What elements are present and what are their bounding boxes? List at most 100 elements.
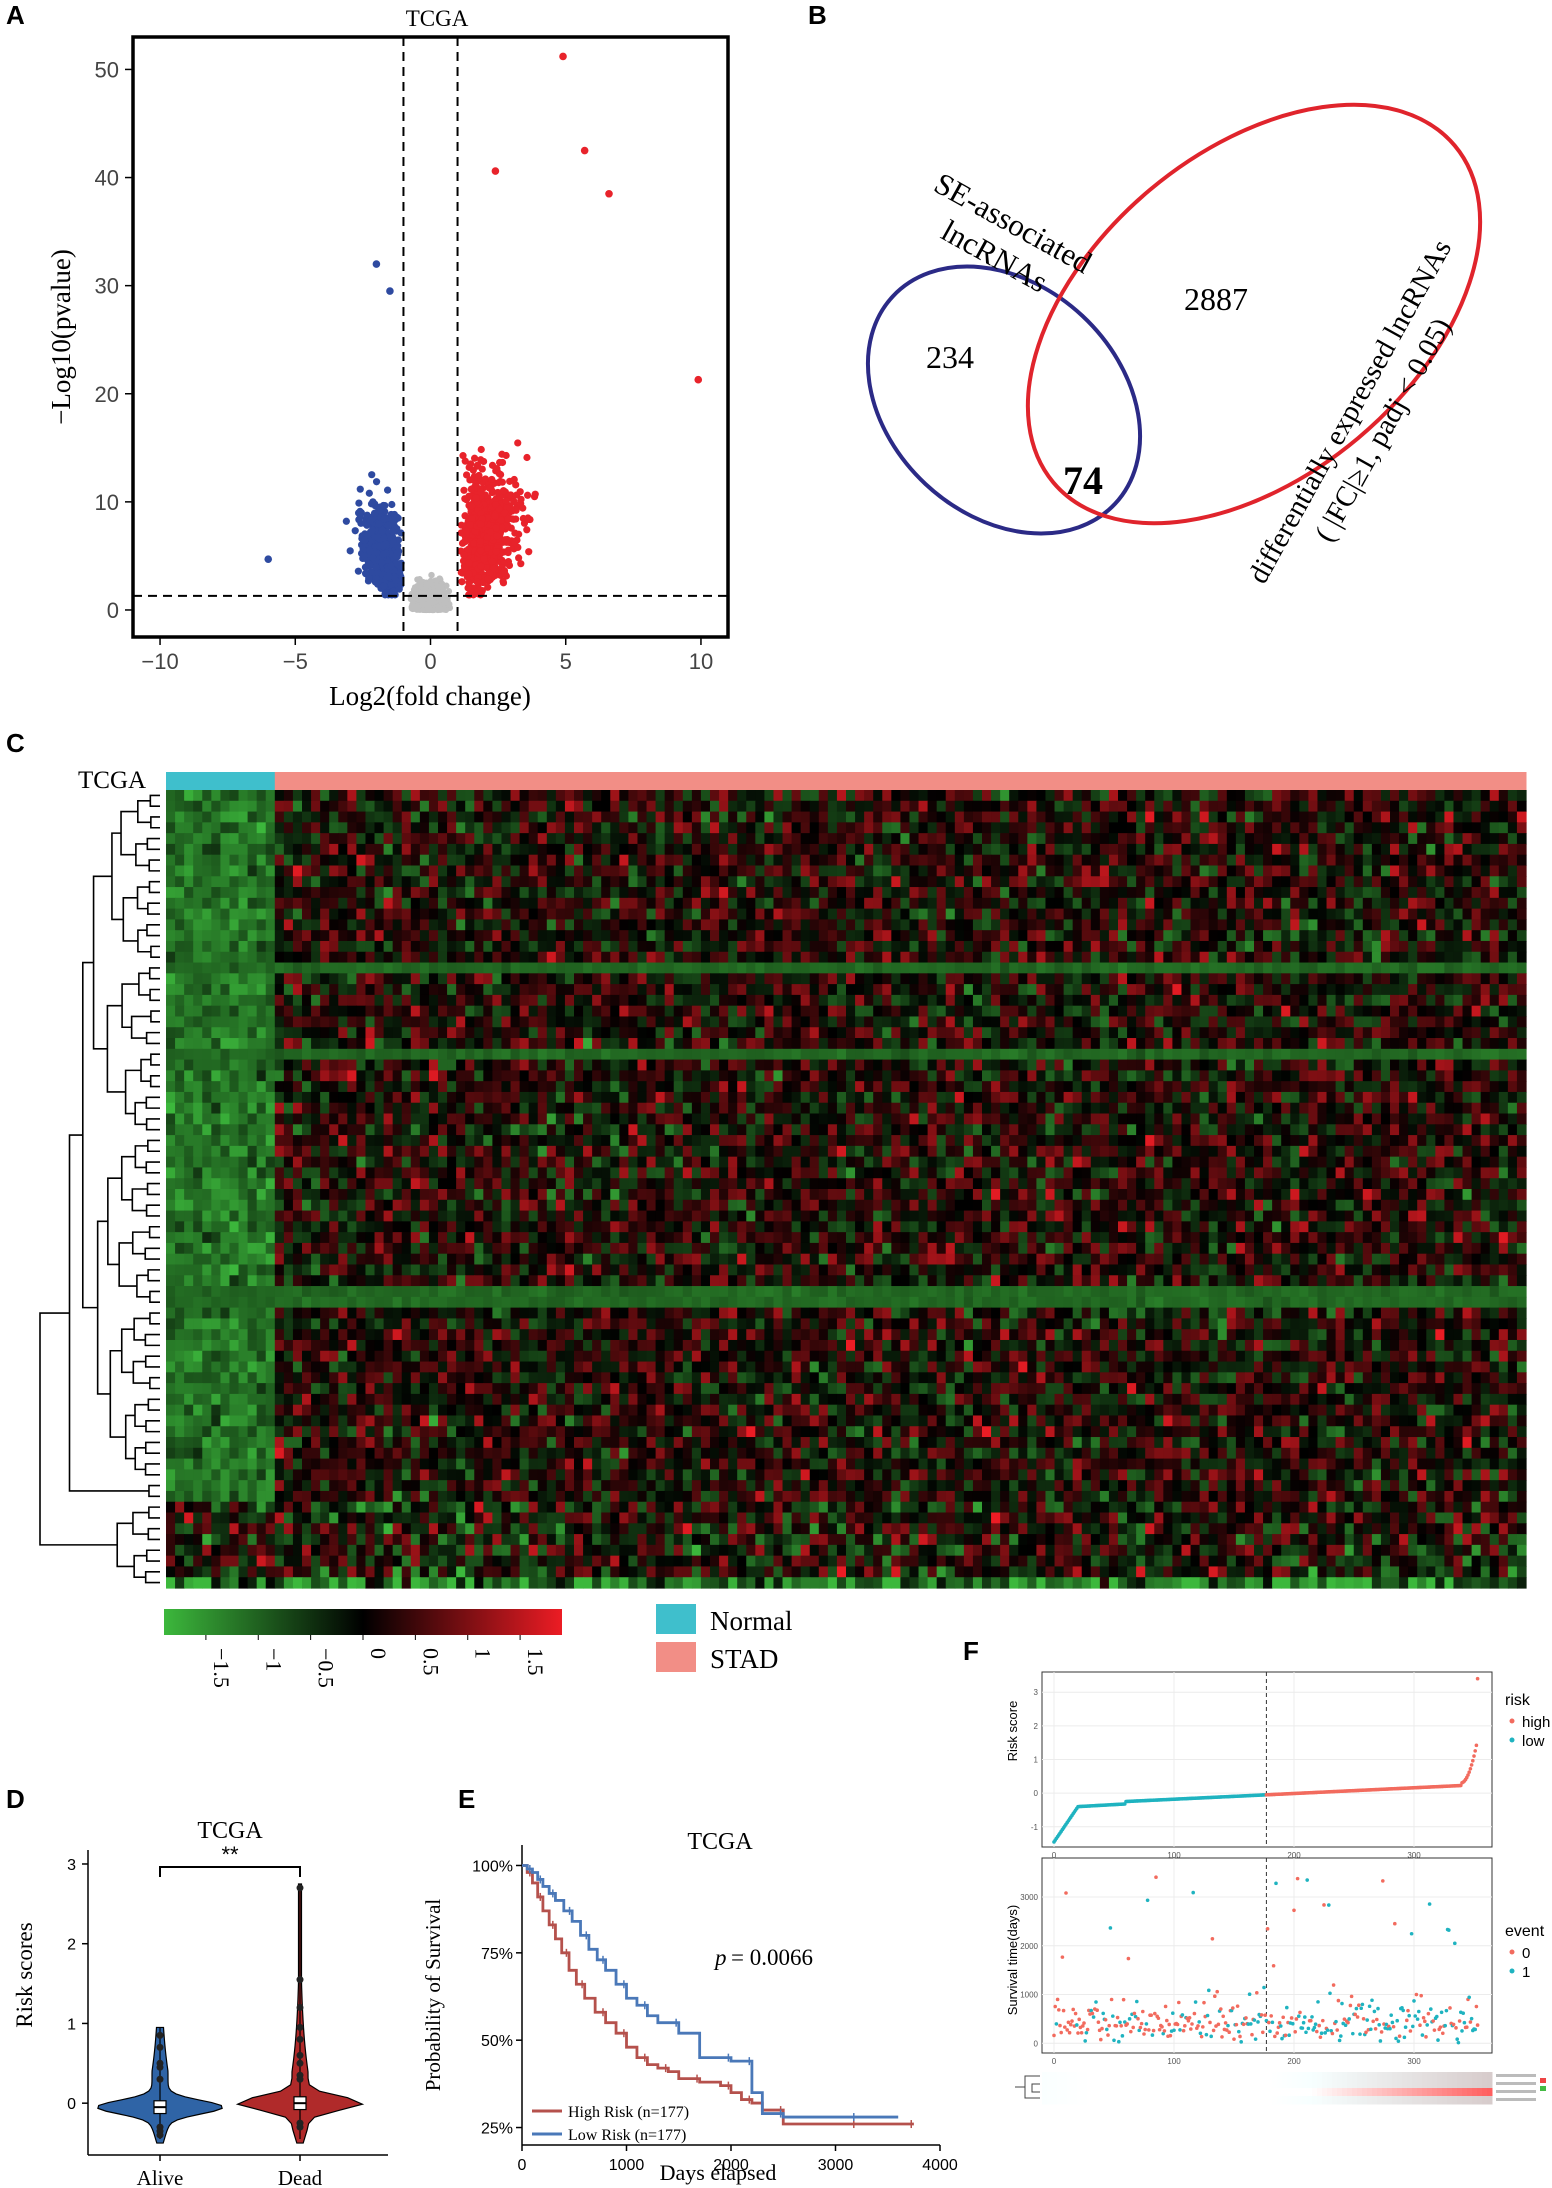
heatmap-cell <box>782 930 793 942</box>
heatmap-cell <box>1507 790 1518 802</box>
heatmap-cell <box>1480 930 1491 942</box>
heatmap-cell <box>737 919 747 931</box>
heatmap-cell <box>1235 800 1246 813</box>
heatmap-cell <box>1471 790 1482 802</box>
heatmap-cell <box>175 951 185 964</box>
heatmap-cell <box>655 908 666 920</box>
heatmap-cell <box>365 951 376 964</box>
heatmap-cell <box>1045 843 1056 856</box>
heatmap-cell <box>528 854 539 867</box>
heatmap-cell <box>1127 984 1137 996</box>
heatmap-cell <box>855 865 865 877</box>
heatmap-cell <box>601 800 611 813</box>
heatmap-cell <box>827 887 838 899</box>
heatmap-cell <box>855 887 865 899</box>
heatmap-cell <box>991 833 1001 845</box>
volcano-point-down <box>380 515 388 523</box>
heatmap-cell <box>1235 811 1246 823</box>
heatmap-cell <box>1507 800 1518 813</box>
heatmap-cell <box>483 908 493 920</box>
heatmap-cell <box>827 962 838 974</box>
heatmap-cell <box>193 897 203 910</box>
heatmap-cell <box>1308 973 1319 985</box>
heatmap-cell <box>456 790 466 802</box>
heatmap-cell <box>283 908 294 920</box>
heatmap-cell <box>909 897 920 910</box>
heatmap-cell <box>1408 984 1418 996</box>
heatmap-cell <box>383 897 394 910</box>
heatmap-cell <box>1018 919 1028 931</box>
heatmap-cell <box>746 865 756 877</box>
heatmap-cell <box>1217 951 1228 964</box>
heatmap-cell <box>401 984 412 996</box>
heatmap-cell <box>356 951 367 964</box>
heatmap-cell <box>247 800 258 813</box>
heatmap-cell <box>302 908 312 920</box>
heatmap-cell <box>1081 790 1092 802</box>
heatmap-cell <box>211 843 221 856</box>
heatmap-cell <box>945 843 956 856</box>
heatmap-cell <box>1190 962 1201 974</box>
heatmap-cell <box>175 811 185 823</box>
heatmap-cell <box>1353 973 1364 985</box>
heatmap-cell <box>1281 908 1291 920</box>
heatmap-cell <box>936 940 947 953</box>
heatmap-cell <box>855 876 865 888</box>
heatmap-cell <box>846 887 856 899</box>
heatmap-cell <box>510 822 521 834</box>
heatmap-cell <box>1108 930 1119 942</box>
heatmap-cell <box>1471 897 1482 910</box>
heatmap-cell <box>184 843 194 856</box>
heatmap-cell <box>401 822 412 834</box>
heatmap-cell <box>202 919 212 931</box>
heatmap-cell <box>764 843 775 856</box>
heatmap-cell <box>691 865 702 877</box>
heatmap-cell <box>1118 843 1128 856</box>
heatmap-cell <box>1136 800 1146 813</box>
heatmap-cell <box>519 930 530 942</box>
heatmap-cell <box>954 908 965 920</box>
heatmap-cell <box>1172 930 1183 942</box>
heatmap-cell <box>302 951 312 964</box>
heatmap-cell <box>510 865 521 877</box>
heatmap-cell <box>1408 940 1418 953</box>
heatmap-cell <box>247 919 258 931</box>
heatmap-cell <box>809 984 820 996</box>
heatmap-cell <box>700 919 711 931</box>
heatmap-cell <box>1254 897 1264 910</box>
heatmap-cell <box>1471 822 1482 834</box>
heatmap-cell <box>1072 908 1083 920</box>
heatmap-cell <box>927 876 938 888</box>
heatmap-cell <box>991 962 1001 974</box>
heatmap-cell <box>211 940 221 953</box>
heatmap-cell <box>329 822 339 834</box>
heatmap-cell <box>773 919 784 931</box>
heatmap-cell <box>682 897 693 910</box>
heatmap-cell <box>320 973 330 985</box>
heatmap-cell <box>927 984 938 996</box>
heatmap-cell <box>1118 822 1128 834</box>
heatmap-cell <box>918 887 929 899</box>
heatmap-cell <box>347 908 357 920</box>
heatmap-cell <box>619 843 629 856</box>
heatmap-cell <box>664 973 675 985</box>
heatmap-cell <box>555 811 566 823</box>
heatmap-cell <box>265 790 276 802</box>
heatmap-cell <box>302 973 312 985</box>
heatmap-cell <box>1390 811 1400 823</box>
heatmap-cell <box>1054 822 1065 834</box>
heatmap-cell <box>1371 908 1382 920</box>
heatmap-cell <box>1036 865 1047 877</box>
heatmap-cell <box>302 833 312 845</box>
heatmap-cell <box>492 973 503 985</box>
heatmap-cell <box>1408 822 1418 834</box>
heatmap-cell <box>410 973 421 985</box>
heatmap-cell <box>1027 962 1037 974</box>
heatmap-cell <box>574 876 584 888</box>
heatmap-cell <box>1000 865 1010 877</box>
heatmap-cell <box>474 843 484 856</box>
heatmap-cell <box>773 822 784 834</box>
heatmap-cell <box>356 822 367 834</box>
heatmap-cell <box>419 940 430 953</box>
heatmap-cell <box>1027 876 1037 888</box>
